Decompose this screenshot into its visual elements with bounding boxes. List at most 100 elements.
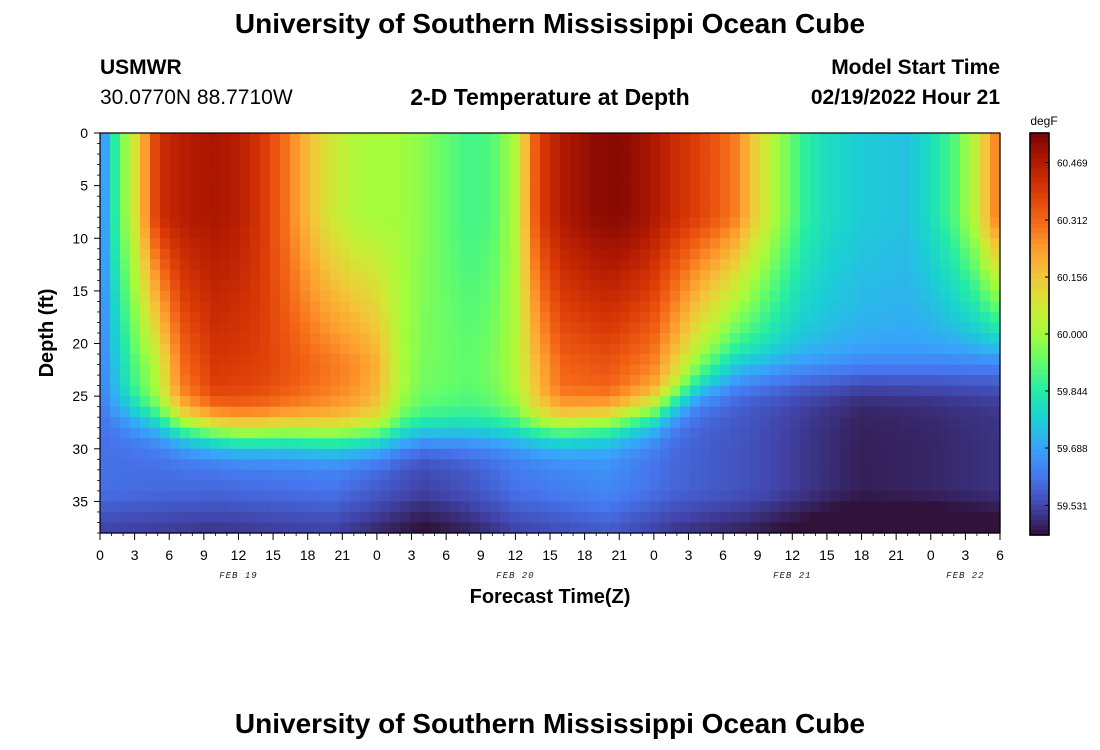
heatmap-cell (920, 196, 931, 208)
heatmap-cell (730, 143, 741, 155)
heatmap-cell (880, 364, 891, 376)
heatmap-cell (690, 133, 701, 145)
heatmap-cell (970, 154, 981, 166)
heatmap-cell (590, 227, 601, 239)
heatmap-cell (660, 175, 671, 187)
heatmap-cell (100, 133, 111, 145)
heatmap-cell (250, 417, 261, 429)
heatmap-cell (360, 427, 371, 439)
heatmap-cell (910, 185, 921, 197)
heatmap-cell (880, 501, 891, 513)
heatmap-cell (250, 448, 261, 460)
heatmap-cell (220, 280, 231, 292)
heatmap-cell (250, 459, 261, 471)
heatmap-cell (450, 364, 461, 376)
heatmap-cell (870, 217, 881, 229)
heatmap-cell (290, 154, 301, 166)
heatmap-cell (690, 290, 701, 303)
heatmap-cell (660, 511, 671, 524)
heatmap-cell (140, 311, 151, 324)
heatmap-cell (230, 164, 241, 176)
heatmap-cell (540, 154, 551, 166)
heatmap-cell (270, 511, 281, 524)
heatmap-cell (280, 175, 291, 187)
heatmap-cell (390, 480, 401, 492)
heatmap-cell (820, 175, 831, 187)
heatmap-cell (480, 217, 491, 229)
heatmap-cell (470, 206, 481, 218)
heatmap-cell (330, 385, 341, 397)
heatmap-cell (700, 154, 711, 166)
heatmap-cell (250, 269, 261, 281)
heatmap-cell (930, 280, 941, 292)
heatmap-cell (510, 280, 521, 292)
colorbar-segment (1030, 474, 1049, 481)
heatmap-cell (290, 385, 301, 397)
heatmap-cell (980, 175, 991, 187)
heatmap-cell (630, 490, 641, 503)
heatmap-cell (430, 311, 441, 324)
heatmap-cell (110, 322, 121, 334)
heatmap-cell (790, 448, 801, 460)
heatmap-cell (140, 301, 151, 313)
heatmap-cell (560, 469, 571, 481)
heatmap-cell (850, 154, 861, 166)
heatmap-cell (570, 322, 581, 334)
heatmap-cell (630, 375, 641, 387)
heatmap-cell (870, 185, 881, 197)
heatmap-cell (380, 311, 391, 324)
heatmap-cell (440, 501, 451, 513)
heatmap-cell (640, 333, 651, 345)
heatmap-cell (670, 259, 681, 271)
heatmap-cell (180, 417, 191, 429)
heatmap-cell (270, 375, 281, 387)
heatmap-cell (170, 196, 181, 208)
heatmap-cell (320, 301, 331, 313)
heatmap-cell (260, 311, 271, 324)
heatmap-cell (780, 364, 791, 376)
heatmap-cell (540, 396, 551, 408)
heatmap-cell (270, 185, 281, 197)
heatmap-cell (970, 227, 981, 239)
heatmap-cell (640, 490, 651, 503)
heatmap-cell (670, 469, 681, 481)
heatmap-cell (390, 469, 401, 481)
heatmap-cell (490, 448, 501, 460)
heatmap-cell (840, 185, 851, 197)
heatmap-cell (120, 133, 131, 145)
heatmap-cell (230, 501, 241, 513)
heatmap-cell (220, 143, 231, 155)
heatmap-cell (940, 511, 951, 524)
heatmap-cell (120, 417, 131, 429)
heatmap-cell (130, 164, 141, 176)
heatmap-cell (980, 438, 991, 450)
heatmap-cell (560, 333, 571, 345)
heatmap-cell (590, 522, 601, 534)
heatmap-cell (360, 480, 371, 492)
heatmap-cell (150, 217, 161, 229)
heatmap-cell (800, 185, 811, 197)
heatmap-cell (920, 364, 931, 376)
heatmap-cell (600, 280, 611, 292)
heatmap-cell (150, 206, 161, 218)
heatmap-cell (670, 217, 681, 229)
heatmap-cell (520, 196, 531, 208)
heatmap-cell (920, 227, 931, 239)
heatmap-cell (510, 164, 521, 176)
colorbar-segment (1030, 359, 1049, 365)
heatmap-cell (590, 196, 601, 208)
heatmap-cell (630, 175, 641, 187)
heatmap-cell (990, 311, 1001, 324)
heatmap-cell (830, 385, 841, 397)
heatmap-cell (100, 364, 111, 376)
heatmap-cell (510, 448, 521, 460)
heatmap-cell (770, 154, 781, 166)
heatmap-cell (780, 448, 791, 460)
heatmap-cell (420, 490, 431, 503)
heatmap-cell (880, 248, 891, 260)
heatmap-cell (820, 269, 831, 281)
heatmap-cell (990, 438, 1001, 450)
heatmap-cell (310, 206, 321, 218)
heatmap-cell (470, 196, 481, 208)
heatmap-cell (310, 133, 321, 145)
